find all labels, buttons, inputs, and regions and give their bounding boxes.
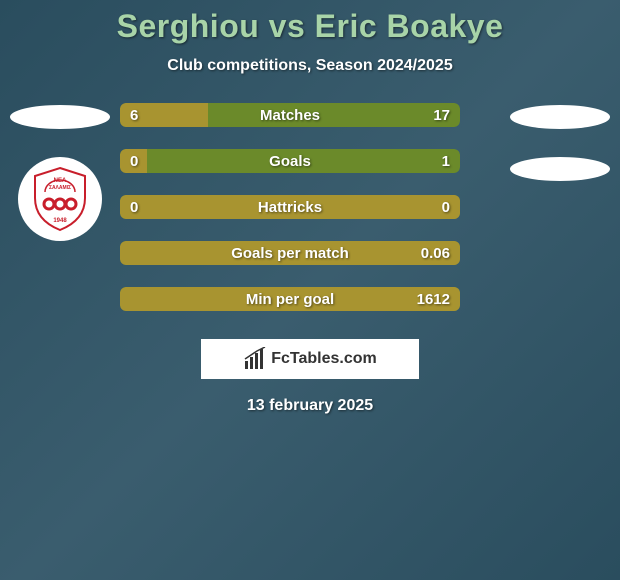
- left-player-col: ΝΕΑ ΣΑΛΑΜΙΣ 1948: [0, 103, 120, 241]
- stat-bar: 6Matches17: [120, 103, 460, 127]
- stat-right-value: 17: [433, 107, 450, 124]
- stat-bar: Goals per match0.06: [120, 241, 460, 265]
- stat-label: Min per goal: [120, 291, 460, 308]
- stat-bar: 0Goals1: [120, 149, 460, 173]
- stat-bar: Min per goal1612: [120, 287, 460, 311]
- brand-box: FcTables.com: [201, 339, 419, 379]
- player-right-name-badge: [510, 105, 610, 129]
- stat-bar: 0Hattricks0: [120, 195, 460, 219]
- stat-label: Hattricks: [120, 199, 460, 216]
- chart-icon: [243, 347, 267, 371]
- date-text: 13 february 2025: [247, 397, 373, 415]
- comparison-bars: 6Matches170Goals10Hattricks0Goals per ma…: [120, 103, 500, 311]
- content-area: ΝΕΑ ΣΑΛΑΜΙΣ 1948 6Matches170Goals10Hattr…: [0, 103, 620, 311]
- player-left-name-badge: [10, 105, 110, 129]
- club-crest-icon: ΝΕΑ ΣΑΛΑΜΙΣ 1948: [25, 164, 95, 234]
- stat-label: Goals: [120, 153, 460, 170]
- subtitle: Club competitions, Season 2024/2025: [167, 57, 452, 75]
- stat-label: Matches: [120, 107, 460, 124]
- player-left-club-badge: ΝΕΑ ΣΑΛΑΜΙΣ 1948: [18, 157, 102, 241]
- svg-text:1948: 1948: [53, 218, 67, 224]
- brand-text: FcTables.com: [271, 350, 377, 368]
- player-right-club-badge: [510, 157, 610, 181]
- stat-right-value: 0.06: [421, 245, 450, 262]
- stat-right-value: 1612: [417, 291, 450, 308]
- comparison-card: Serghiou vs Eric Boakye Club competition…: [0, 0, 620, 415]
- svg-text:ΣΑΛΑΜΙΣ: ΣΑΛΑΜΙΣ: [49, 185, 71, 191]
- stat-right-value: 0: [442, 199, 450, 216]
- stat-label: Goals per match: [120, 245, 460, 262]
- right-player-col: [500, 103, 620, 181]
- page-title: Serghiou vs Eric Boakye: [117, 8, 504, 45]
- stat-right-value: 1: [442, 153, 450, 170]
